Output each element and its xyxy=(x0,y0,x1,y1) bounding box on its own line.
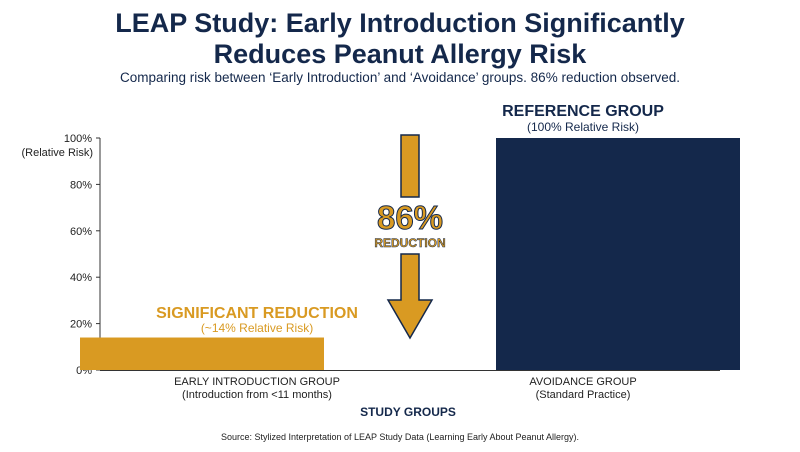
avoidance-annotation-subtitle: (100% Relative Risk) xyxy=(527,120,639,134)
x-tick-label-avoidance: AVOIDANCE GROUP xyxy=(529,376,636,388)
y-tick-label: 40% xyxy=(70,272,92,284)
x-axis-label: STUDY GROUPS xyxy=(360,405,456,419)
chart-title-line1: LEAP Study: Early Introduction Significa… xyxy=(115,8,685,38)
reduction-arrow: 86% REDUCTION xyxy=(374,134,446,340)
y-axis-ticks: 0%20%40%60%80%100% xyxy=(64,133,100,377)
bars xyxy=(80,138,740,370)
arrow-top-shaft xyxy=(400,134,420,198)
source-note: Source: Stylized Interpretation of LEAP … xyxy=(221,432,579,442)
chart-title-line2: Reduces Peanut Allergy Risk xyxy=(214,39,588,69)
avoidance-annotation-title: REFERENCE GROUP xyxy=(502,103,664,120)
early-annotation-subtitle: (~14% Relative Risk) xyxy=(201,321,313,335)
y-tick-label: 20% xyxy=(70,319,92,331)
bar-avoidance xyxy=(496,138,740,370)
x-tick-sublabel-early: (Introduction from <11 months) xyxy=(182,389,332,401)
arrow-bottom-shaft-head xyxy=(386,253,434,340)
bar-early-introduction xyxy=(80,337,324,370)
arrow-label: REDUCTION xyxy=(374,236,445,250)
chart-subtitle: Comparing risk between ‘Early Introducti… xyxy=(120,70,680,85)
y-tick-label: 100% xyxy=(64,133,92,145)
y-tick-label: 80% xyxy=(70,179,92,191)
y-axis-label: (Relative Risk) xyxy=(21,147,93,159)
x-tick-sublabel-avoidance: (Standard Practice) xyxy=(536,389,631,401)
y-tick-label: 60% xyxy=(70,226,92,238)
arrow-value: 86% xyxy=(377,199,443,236)
x-tick-label-early: EARLY INTRODUCTION GROUP xyxy=(174,376,340,388)
early-annotation-title: SIGNIFICANT REDUCTION xyxy=(156,305,358,322)
